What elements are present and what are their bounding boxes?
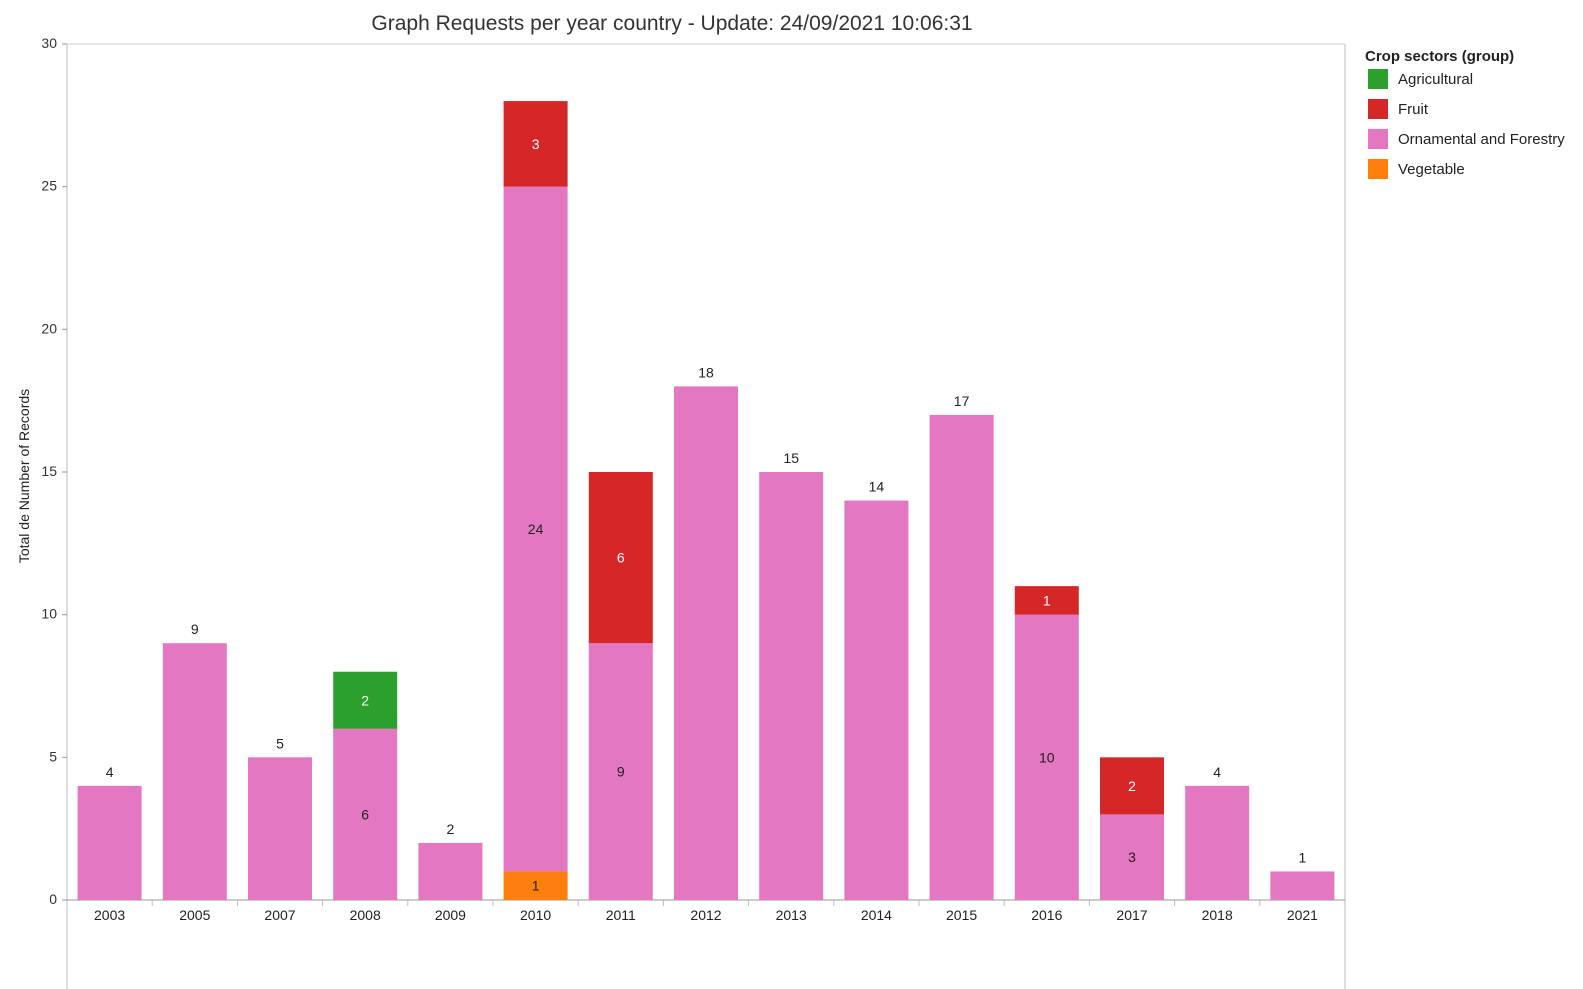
segment-value-label: 1 [1043,592,1051,608]
x-tick-label: 2018 [1202,907,1233,923]
bar-total-label: 15 [783,450,799,466]
x-tick-label: 2008 [350,907,381,923]
legend-item-label: Fruit [1398,101,1429,118]
legend-title: Crop sectors (group) [1365,48,1514,65]
chart-title: Graph Requests per year country - Update… [371,12,972,35]
bar-segment [929,414,994,900]
y-tick-label: 15 [41,463,57,479]
bar-segment [248,757,312,900]
y-tick-label: 20 [41,320,57,336]
x-tick-label: 2011 [606,907,636,923]
segment-value-label: 3 [1128,849,1136,865]
y-axis-label: Total de Number of Records [16,389,32,563]
legend-swatch [1368,99,1388,119]
segment-value-label: 6 [361,806,369,822]
bar-total-label: 2 [447,821,455,837]
x-tick-label: 2009 [435,907,466,923]
segment-value-label: 2 [361,692,369,708]
y-tick-label: 30 [41,35,57,51]
bar-total-label: 4 [1213,764,1221,780]
legend-swatch [1368,69,1388,89]
bar-total-label: 1 [1299,849,1307,865]
legend-item-label: Ornamental and Forestry [1398,131,1565,148]
x-tick-label: 2007 [264,907,295,923]
bar-segment [759,472,824,900]
bar-segment [333,728,398,900]
bar-segment [588,472,653,644]
bar-segment [1185,785,1250,900]
segment-value-label: 6 [617,550,625,566]
bar-segment [503,186,568,872]
legend-swatch [1368,159,1388,179]
bar-segment [674,386,738,900]
bar-segment [418,842,483,900]
bar-segment [844,500,909,900]
bar-total-label: 17 [954,393,970,409]
x-tick-label: 2013 [776,907,807,923]
bar-total-label: 4 [106,764,114,780]
bar-total-label: 5 [276,735,284,751]
segment-value-label: 2 [1128,778,1136,794]
segment-value-label: 3 [532,136,540,152]
bar-segment [1270,871,1335,900]
segment-value-label: 1 [532,878,540,894]
segment-value-label: 10 [1039,749,1055,765]
x-tick-label: 2010 [520,907,551,923]
bar-segment [1100,814,1164,900]
x-tick-label: 2015 [946,907,977,923]
bar-segment [333,671,398,729]
bar-segment [1014,586,1079,615]
y-tick-label: 0 [49,891,57,907]
bar-segment [77,785,142,900]
segment-value-label: 24 [528,521,544,537]
x-tick-label: 2003 [94,907,125,923]
legend: Agricultural Fruit Ornamental and Forestry… [1368,69,1565,179]
y-tick-label: 10 [41,606,57,622]
bar-segment [588,643,653,900]
x-tick-label: 2005 [179,907,210,923]
bar-segment [162,643,227,900]
x-tick-label: 2021 [1287,907,1318,923]
legend-swatch [1368,129,1388,149]
bar-total-label: 9 [191,621,199,637]
bar-total-label: 14 [869,479,885,495]
bar-total-label: 18 [698,364,714,380]
legend-item-label: Vegetable [1398,161,1465,178]
x-tick-label: 2012 [690,907,721,923]
bar-segment [503,871,568,900]
y-tick-label: 5 [49,748,57,764]
segment-value-label: 9 [617,764,625,780]
x-tick-label: 2016 [1031,907,1062,923]
y-tick-label: 25 [41,178,57,194]
x-tick-label: 2014 [861,907,892,923]
bar-segment [503,101,568,187]
bar-segment [1014,614,1079,900]
bar-segment [1100,757,1164,815]
legend-item-label: Agricultural [1398,71,1473,88]
x-tick-label: 2017 [1116,907,1147,923]
